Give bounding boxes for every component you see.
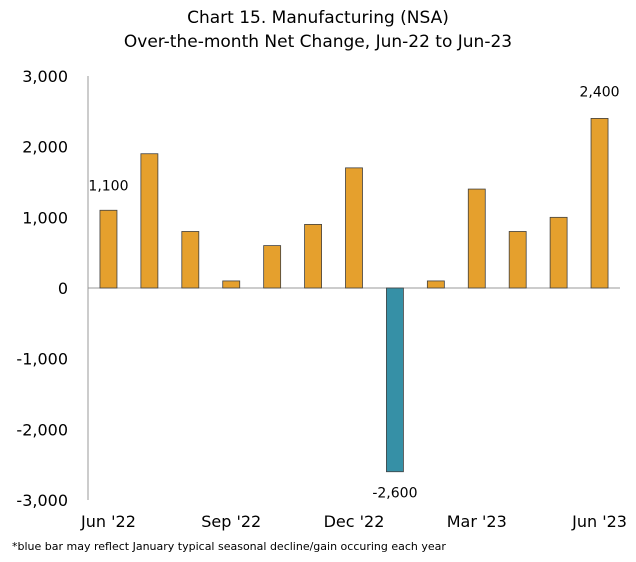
chart-title: Chart 15. Manufacturing (NSA) Over-the-m… [0,6,636,54]
x-tick-label: Dec '22 [324,512,385,531]
x-tick-label: Sep '22 [201,512,261,531]
y-tick-label: 1,000 [22,208,68,227]
bar [181,231,200,289]
y-tick-label: -3,000 [16,491,68,510]
bar [426,280,445,289]
bar [590,118,609,289]
chart-title-line1: Chart 15. Manufacturing (NSA) [187,8,449,28]
y-tick-label: -1,000 [16,350,68,369]
bar [99,209,118,289]
x-tick-label: Mar '23 [447,512,507,531]
bar [345,167,363,289]
bar [467,188,486,289]
bar [549,216,568,289]
data-label: 2,400 [579,84,619,100]
y-tick-label: 0 [58,279,68,298]
bar [386,287,404,473]
bar [140,153,159,289]
bar-chart: 3,000 2,000 1,000 0 -1,000 -2,000 -3,000 Jun '2… [16,67,627,531]
chart-title-line2: Over-the-month Net Change, Jun-22 to Jun… [123,32,513,52]
bar [508,231,527,289]
data-label: 1,100 [88,178,128,194]
y-tick-label: 2,000 [22,138,68,157]
data-label: -2,600 [372,486,417,502]
bar [263,245,282,289]
bar [222,280,241,289]
y-tick-label: 3,000 [22,67,68,86]
y-tick-label: -2,000 [16,420,68,439]
bar [304,223,322,289]
x-tick-label: Jun '22 [80,512,136,531]
chart-footnote: *blue bar may reflect January typical se… [12,540,446,553]
x-tick-label: Jun '23 [571,512,627,531]
